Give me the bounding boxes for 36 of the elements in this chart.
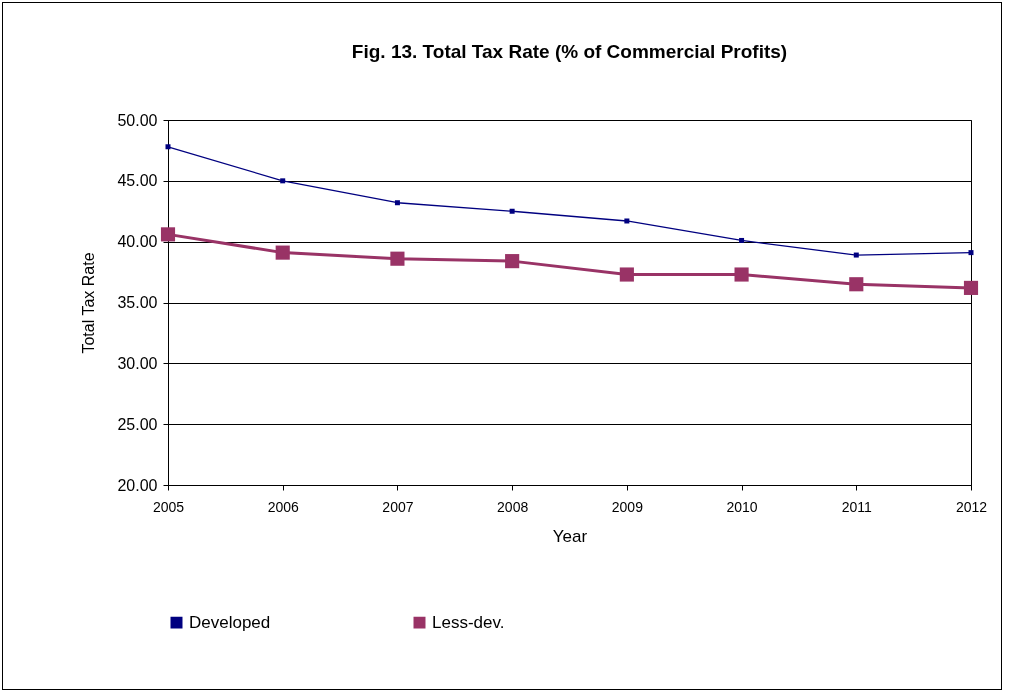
x-axis-title: Year: [552, 526, 588, 546]
point: [963, 280, 979, 295]
point: [624, 218, 630, 224]
point: [619, 267, 634, 282]
y-tick-label: 30.00: [117, 354, 158, 372]
point: [275, 245, 290, 260]
x-tick-label: 2005: [152, 498, 185, 515]
chart-title: Fig. 13. Total Tax Rate (% of Commercial Profits): [351, 41, 788, 62]
point: [160, 227, 176, 242]
point: [505, 254, 520, 269]
point: [165, 144, 171, 150]
y-tick-label: 45.00: [117, 172, 158, 190]
point: [968, 250, 974, 256]
y-tick-label: 20.00: [117, 476, 158, 494]
x-tick-label: 2010: [726, 498, 758, 515]
x-tick-label: 2009: [611, 498, 644, 515]
point: [849, 277, 864, 292]
point: [853, 252, 859, 258]
y-tick-label: 50.00: [117, 111, 158, 129]
y-tick-label: 35.00: [117, 294, 158, 311]
y-tick-label: 25.00: [117, 415, 158, 433]
y-axis-title: Total Tax Rate: [80, 252, 98, 354]
x-tick-label: 2008: [497, 498, 529, 515]
legend-label: Less-dev.: [432, 612, 505, 632]
legend-label: Developed: [189, 612, 271, 632]
x-tick-label: 2011: [841, 498, 873, 515]
x-tick-label: 2012: [955, 498, 988, 515]
x-tick-label: 2007: [382, 498, 414, 515]
point: [394, 200, 400, 206]
point: [280, 178, 286, 184]
point: [739, 237, 745, 243]
point: [734, 267, 749, 282]
point: [390, 251, 405, 266]
y-tick-label: 40.00: [117, 233, 158, 251]
x-tick-label: 2006: [267, 498, 299, 515]
point: [509, 208, 515, 214]
